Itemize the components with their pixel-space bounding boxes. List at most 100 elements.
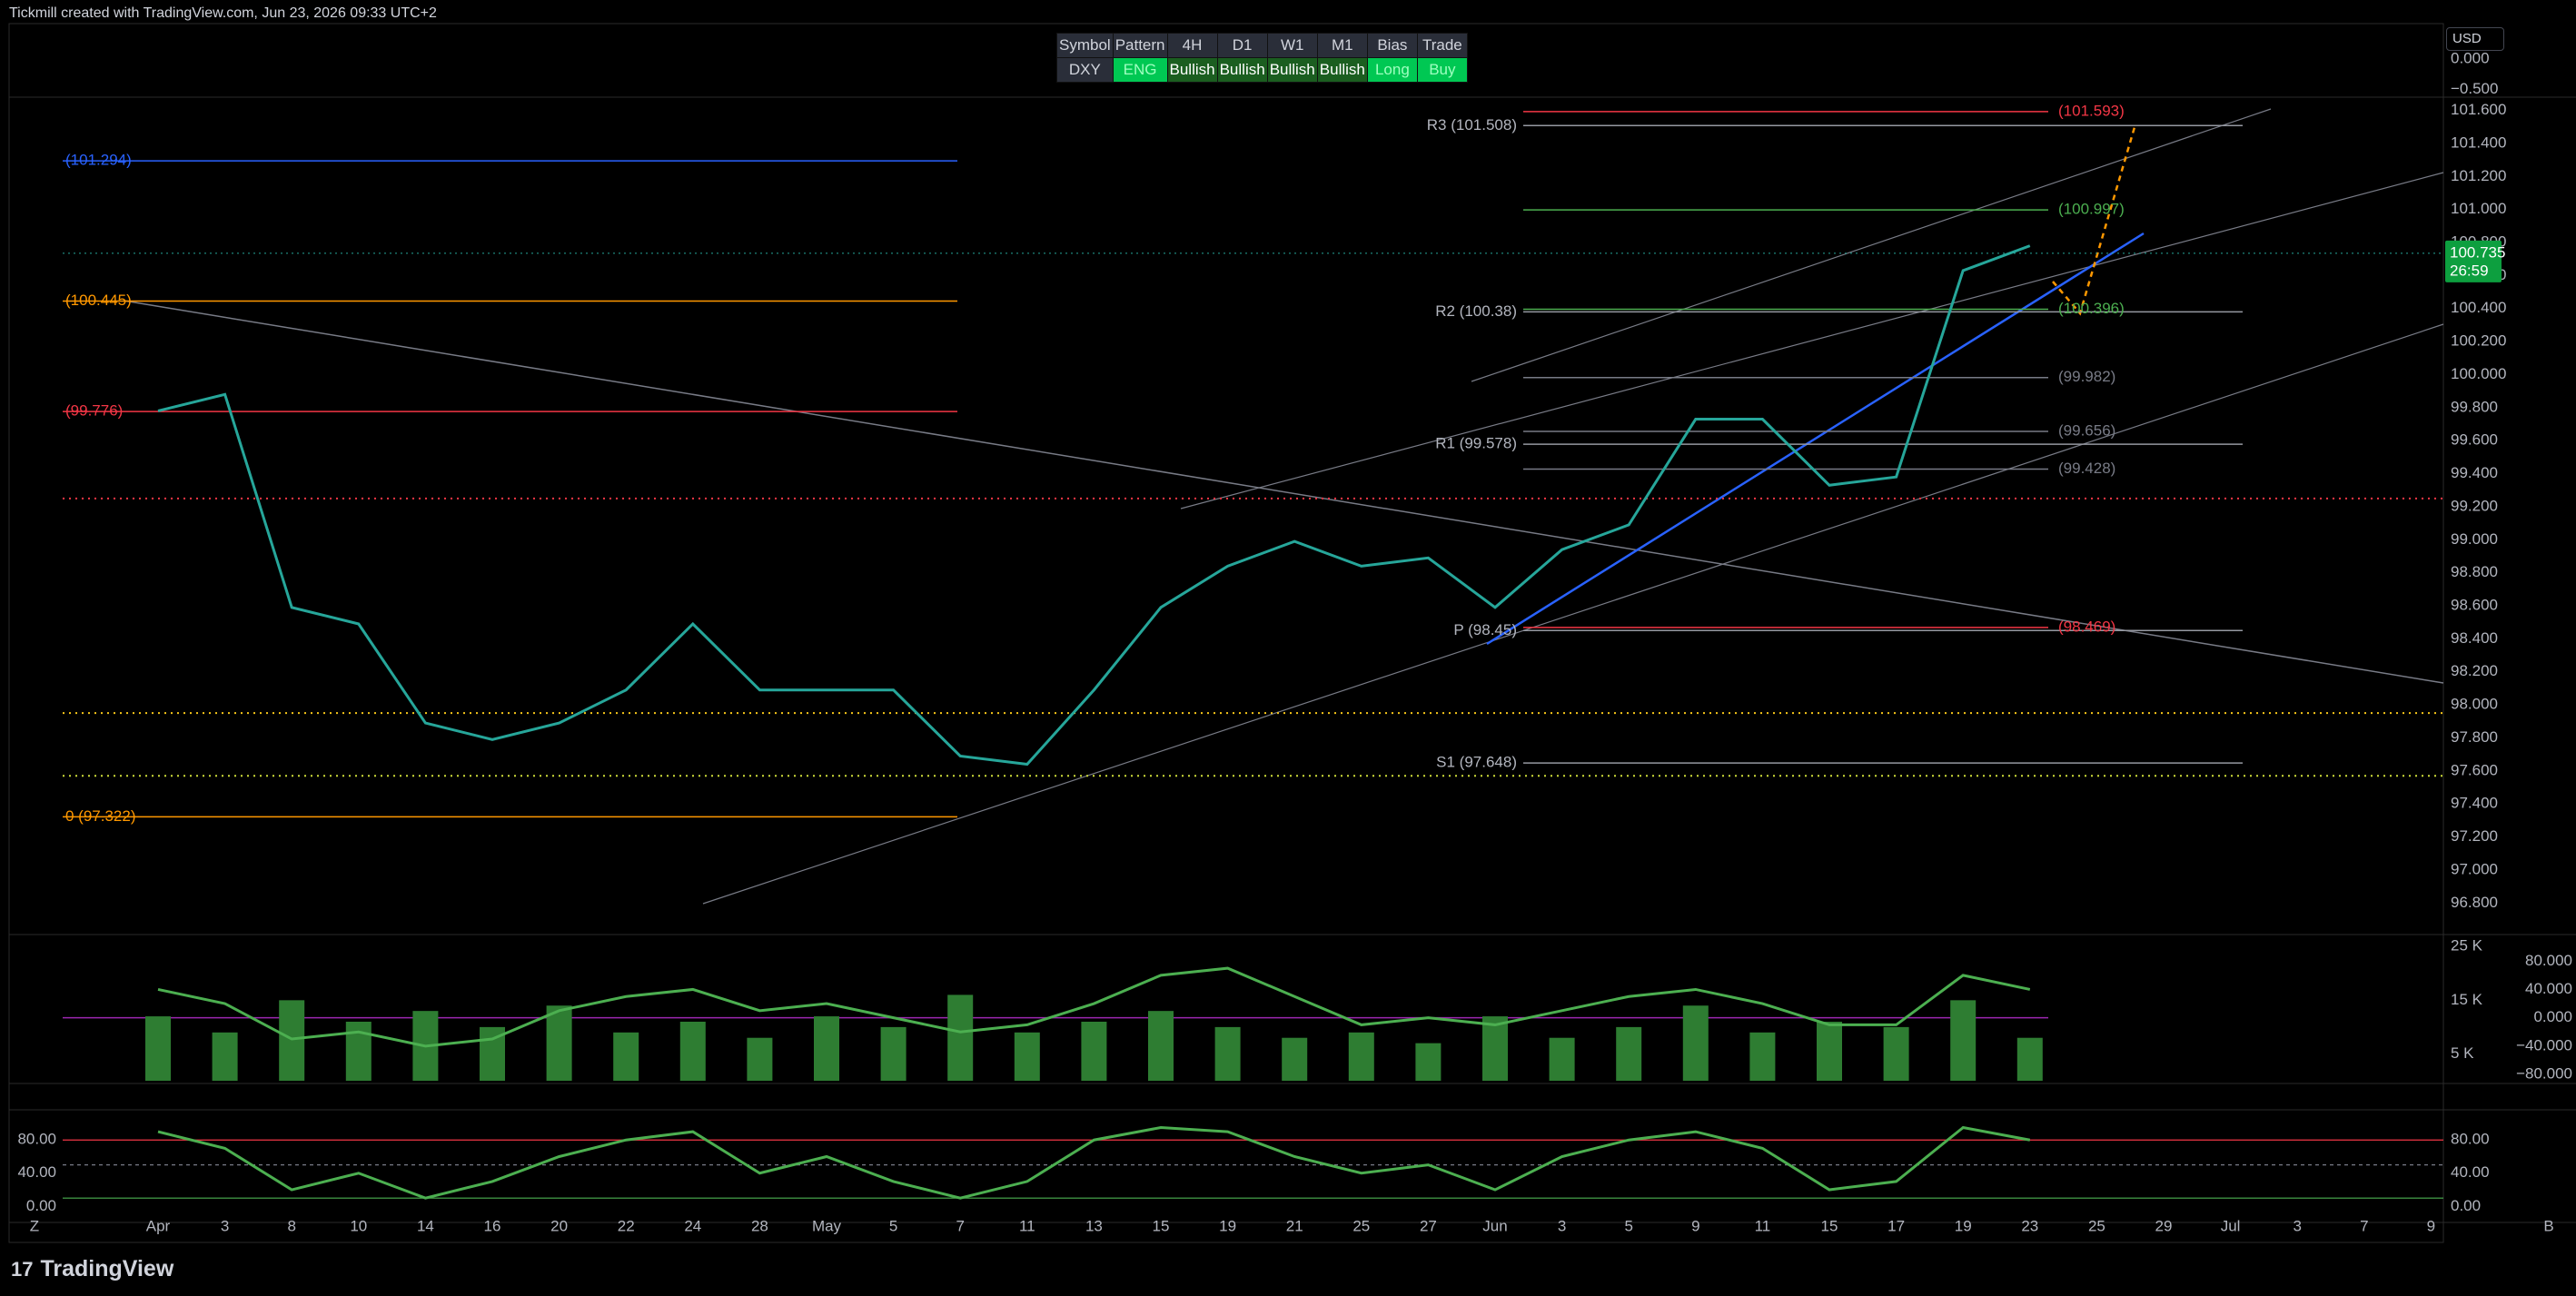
projection xyxy=(2052,126,2136,316)
x-tick-label: Apr xyxy=(146,1217,171,1234)
y-tick-label: 99.400 xyxy=(2451,464,2498,481)
y2-tick-label: −40.000 xyxy=(2516,1036,2572,1054)
y-tick-label: 80.00 xyxy=(17,1131,56,1148)
table-header: Pattern xyxy=(1112,33,1168,58)
y-tick-label: 97.000 xyxy=(2451,860,2498,877)
data-line xyxy=(157,966,2031,1048)
bar xyxy=(1549,1037,1575,1081)
x-tick-label: 28 xyxy=(751,1217,768,1234)
pivot-label: R1 (99.578) xyxy=(1435,435,1517,452)
bar xyxy=(747,1037,773,1081)
y-tick-label: 98.800 xyxy=(2451,563,2498,580)
bar xyxy=(613,1032,639,1081)
x-tick-label: 7 xyxy=(2360,1217,2368,1234)
table-header: M1 xyxy=(1316,33,1368,58)
level-label: (99.982) xyxy=(2058,368,2115,385)
x-tick-label: May xyxy=(812,1217,842,1234)
y-tick-label: 97.800 xyxy=(2451,728,2498,746)
y-tick-label: 80.00 xyxy=(2451,1131,2490,1148)
y-tick-label: 0.000 xyxy=(2451,50,2490,67)
bar xyxy=(1950,1000,1977,1081)
x-tick-label: 27 xyxy=(1420,1217,1437,1234)
bar xyxy=(1415,1043,1442,1081)
y-tick-label: 25 K xyxy=(2451,937,2483,955)
bar xyxy=(1348,1032,1374,1081)
pivot-label: S1 (97.648) xyxy=(1436,754,1517,771)
icon-b[interactable]: B xyxy=(2543,1217,2553,1234)
level-label: (100.445) xyxy=(65,292,132,309)
data-line xyxy=(157,244,2031,767)
table-header: Symbol xyxy=(1056,33,1114,58)
bar xyxy=(1749,1032,1776,1081)
x-tick-label: 5 xyxy=(889,1217,897,1234)
table-cell: Long xyxy=(1366,57,1418,83)
bar xyxy=(1817,1021,1842,1081)
icon-z[interactable]: Z xyxy=(30,1217,39,1234)
bar xyxy=(947,994,974,1081)
y2-tick-label: −80.000 xyxy=(2516,1064,2572,1082)
price-box xyxy=(2445,240,2502,282)
bar xyxy=(1282,1037,1308,1081)
y-tick-label: 100.200 xyxy=(2451,332,2506,350)
channel-line xyxy=(1180,172,2444,509)
table-cell: Bullish xyxy=(1216,57,1268,83)
x-tick-label: 7 xyxy=(956,1217,964,1234)
trendline xyxy=(123,300,2444,684)
bar xyxy=(1616,1026,1642,1081)
table-cell: Bullish xyxy=(1166,57,1218,83)
x-tick-label: 8 xyxy=(287,1217,295,1234)
x-tick-label: 19 xyxy=(1955,1217,1972,1234)
x-tick-label: 24 xyxy=(684,1217,701,1234)
y-tick-label: 98.200 xyxy=(2451,662,2498,679)
bar xyxy=(1081,1021,1107,1081)
x-tick-label: 25 xyxy=(1352,1217,1370,1234)
table-cell: ENG xyxy=(1112,57,1168,83)
currency-button[interactable]: USD xyxy=(2446,27,2504,51)
x-tick-label: 17 xyxy=(1887,1217,1905,1234)
table-cell: Buy xyxy=(1416,57,1468,83)
y-tick-label: 98.600 xyxy=(2451,596,2498,613)
brand-name: TradingView xyxy=(40,1256,174,1281)
header-title: Tickmill created with TradingView.com, J… xyxy=(9,5,437,21)
price-label: 100.735 xyxy=(2450,243,2505,261)
x-tick-label: 19 xyxy=(1219,1217,1236,1234)
x-tick-label: Jul xyxy=(2221,1217,2241,1234)
y-tick-label: 100.000 xyxy=(2451,365,2506,382)
x-tick-label: 29 xyxy=(2155,1217,2173,1234)
brand: 17 TradingView xyxy=(11,1256,173,1282)
x-tick-label: 21 xyxy=(1286,1217,1303,1234)
y-tick-label: 5 K xyxy=(2451,1044,2474,1062)
bar xyxy=(679,1021,706,1081)
x-tick-label: Jun xyxy=(1482,1217,1507,1234)
level-label: (98.469) xyxy=(2058,618,2115,635)
level-label: (100.396) xyxy=(2058,300,2125,317)
table-header: Bias xyxy=(1366,33,1418,58)
x-tick-label: 13 xyxy=(1085,1217,1103,1234)
table-header: W1 xyxy=(1266,33,1318,58)
table-cell: Bullish xyxy=(1316,57,1368,83)
logo: 17 xyxy=(11,1258,34,1281)
y-tick-label: 101.000 xyxy=(2451,200,2506,217)
x-tick-label: 10 xyxy=(350,1217,367,1234)
bar xyxy=(546,1005,572,1081)
y-tick-label: 0.00 xyxy=(2451,1197,2481,1214)
pivot-label: R3 (101.508) xyxy=(1427,116,1517,134)
bar xyxy=(279,1000,305,1081)
table-header: 4H xyxy=(1166,33,1218,58)
y-tick-label: 96.800 xyxy=(2451,894,2498,911)
bar xyxy=(1148,1011,1174,1081)
bar xyxy=(1214,1026,1241,1081)
x-tick-label: 14 xyxy=(417,1217,434,1234)
bar xyxy=(212,1032,238,1081)
x-tick-label: 15 xyxy=(1153,1217,1170,1234)
x-tick-label: 11 xyxy=(1755,1217,1771,1234)
y2-tick-label: 80.000 xyxy=(2525,952,2572,969)
y-tick-label: 99.600 xyxy=(2451,431,2498,449)
x-tick-label: 5 xyxy=(1624,1217,1632,1234)
y-tick-label: 98.400 xyxy=(2451,629,2498,647)
pivot-label: P (98.45) xyxy=(1453,621,1517,638)
y-tick-label: 100.400 xyxy=(2451,299,2506,316)
data-line xyxy=(157,1125,2031,1200)
